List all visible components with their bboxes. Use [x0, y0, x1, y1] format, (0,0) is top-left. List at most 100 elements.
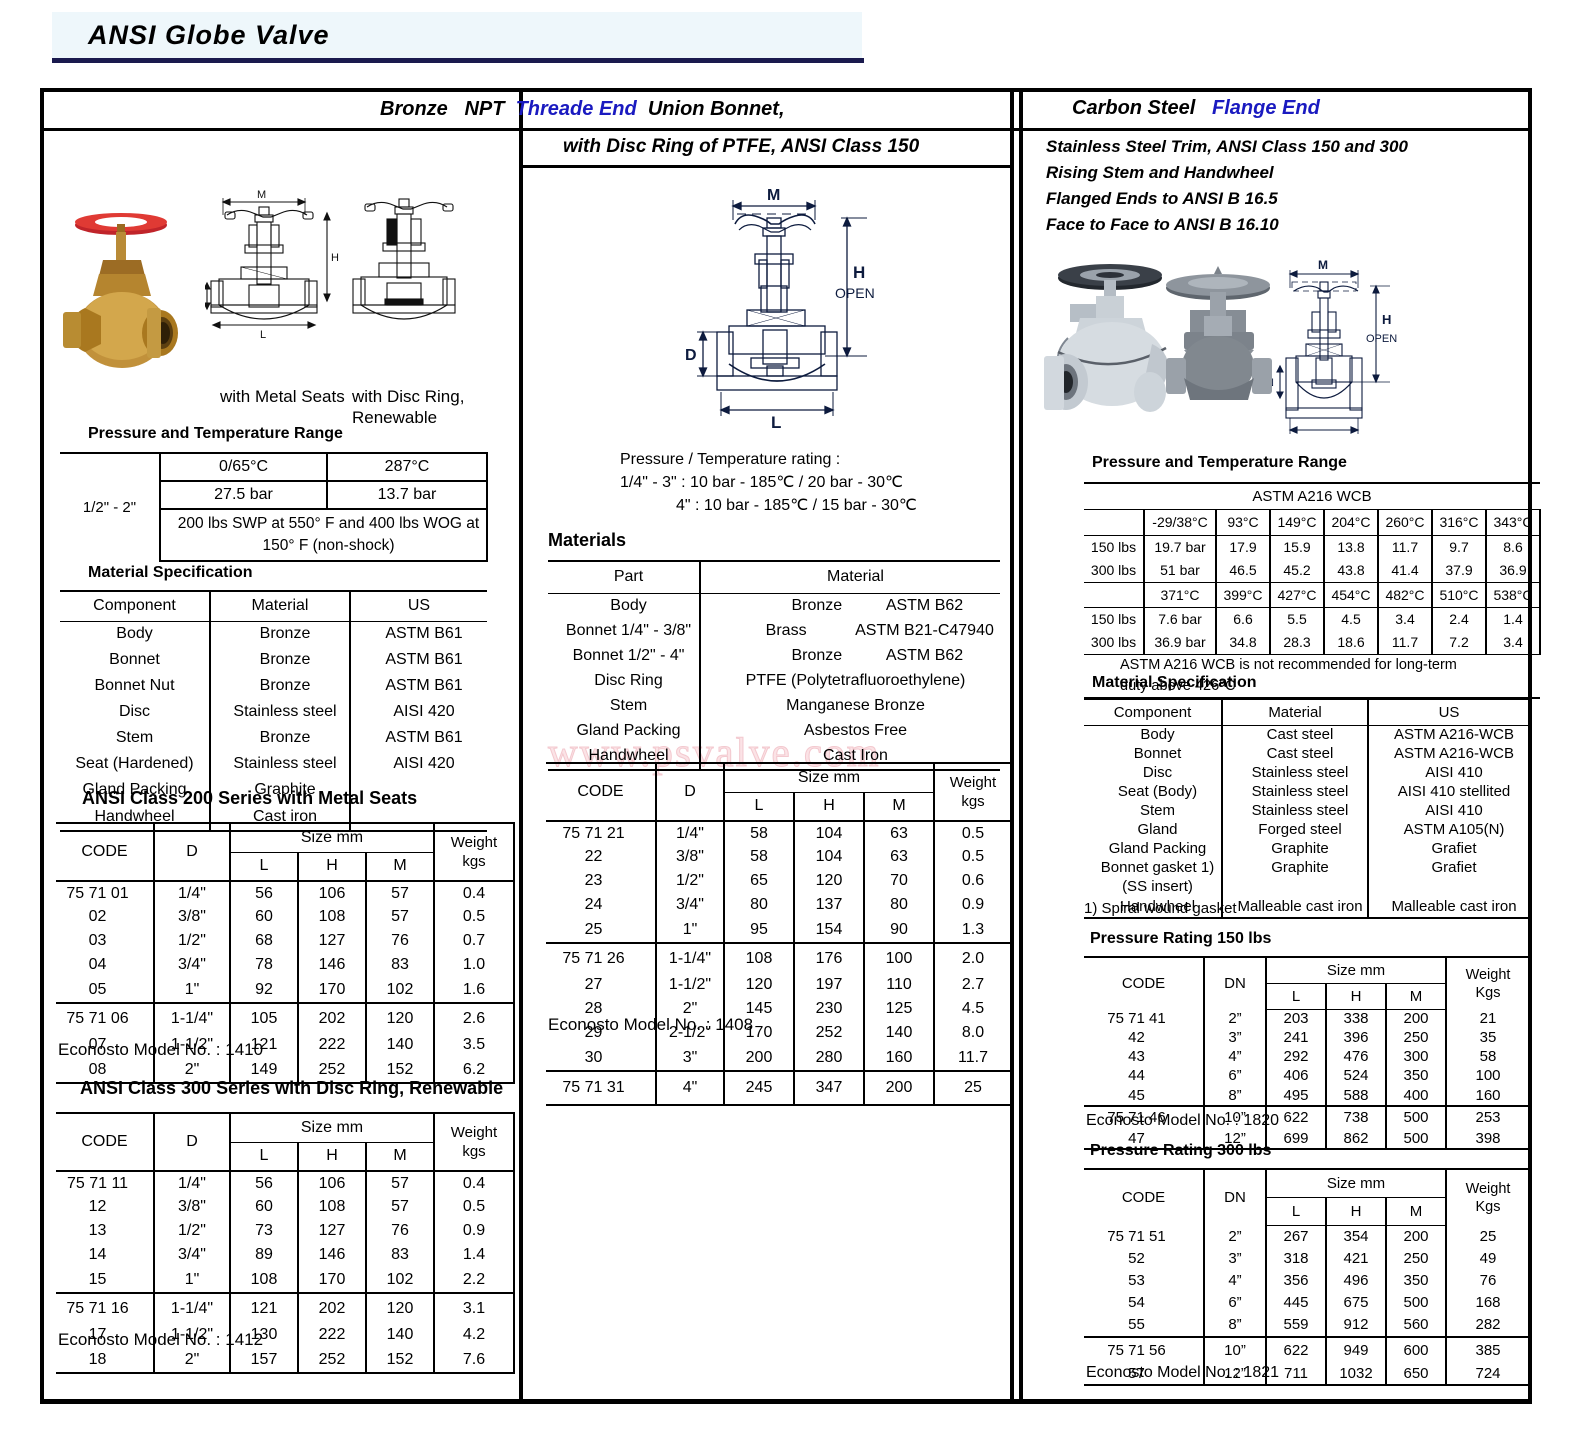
l-cell: 245: [723, 1070, 794, 1106]
right-material-spec-title: Material Specification: [1092, 674, 1257, 691]
ms-cell: ASTM A105(N): [1367, 820, 1531, 839]
weight-cell: 385: [1445, 1336, 1531, 1362]
m-cell: 57: [365, 1170, 434, 1195]
h-cell: 252: [297, 1347, 366, 1374]
pt-corner-cell: [1084, 509, 1144, 536]
carbon-steel-valve-photos: [1040, 252, 1370, 437]
d-cell: 2": [153, 1347, 230, 1374]
weight-cell: 0.6: [933, 869, 1013, 893]
class-300-title: ANSI Class 300 Series with Disc Ring, Re…: [80, 1078, 504, 1098]
l-cell: 699: [1265, 1128, 1326, 1150]
ms-cell: Body: [116, 625, 153, 643]
disc-ring-line2: Renewable: [352, 408, 438, 427]
m-cell: 500: [1385, 1105, 1446, 1128]
pt-value: 4.5: [1323, 607, 1378, 630]
dim-header-m: M: [863, 792, 934, 822]
h-cell: 106: [297, 1170, 366, 1195]
pt-value: 34.8: [1215, 630, 1270, 655]
size-range-cell: 1/2" - 2": [60, 452, 160, 561]
weight-cell: 1.0: [433, 953, 515, 977]
d-cell: 2-1/2": [655, 1021, 724, 1045]
weight-cell: 25: [933, 1070, 1013, 1106]
dim-header-h: H: [1325, 983, 1386, 1010]
dim-header-code: CODE: [56, 822, 154, 881]
l-cell: 157: [229, 1347, 298, 1374]
ms-cell: [1221, 877, 1368, 896]
m-cell: 140: [365, 1323, 434, 1347]
pt-value: 6.6: [1215, 607, 1270, 630]
weight-line2: kgs: [961, 793, 985, 810]
h-cell: 154: [793, 917, 864, 943]
ms-cell: Bonnet gasket 1): [1100, 859, 1215, 876]
mat-material-std: ASTM B62: [885, 646, 964, 664]
code-cell: 07: [88, 1036, 107, 1053]
code-cell: 75 71 21: [546, 820, 656, 845]
l-cell: 65: [723, 869, 794, 893]
h-cell: 120: [793, 869, 864, 893]
weight-line1: Weight: [450, 834, 498, 851]
middle-materials-table: Part Material Body Bronze ASTM B62 Bonnet …: [548, 560, 1000, 771]
svg-text:OPEN: OPEN: [835, 285, 875, 301]
mat-material-cell: Bronze ASTM B62: [699, 593, 1000, 618]
weight-cell: 0.5: [933, 845, 1013, 869]
m-cell: 120: [365, 1292, 434, 1323]
d-cell: 3/8": [153, 905, 230, 929]
middle-subtitle-rule: [519, 165, 1014, 168]
bronze-label: Bronze: [380, 98, 448, 120]
pt-rating-line2: 1/4" - 3" : 10 bar - 185℃ / 20 bar - 30℃: [620, 474, 903, 491]
pt-value: 7.6 bar: [1143, 607, 1216, 630]
m-cell: 63: [863, 845, 934, 869]
ms-cell: Bronze: [209, 673, 350, 699]
pt-temp-header: 371°C: [1143, 582, 1216, 608]
h-cell: 396: [1325, 1028, 1386, 1047]
d-cell: 1/2": [153, 1219, 230, 1243]
dim-header-code: CODE: [56, 1112, 154, 1171]
pressure-rating-150-table: CODE DN Size mm Weight Kgs L H M 75 71 4…: [1084, 956, 1531, 1150]
weight-cell: 21: [1445, 1009, 1531, 1028]
ms-cell: Bonnet: [109, 651, 160, 668]
ms-cell: Stem: [1139, 802, 1175, 819]
flange-end-label: Flange End: [1212, 97, 1320, 119]
l-cell: 711: [1265, 1362, 1326, 1386]
l-cell: 60: [229, 1195, 298, 1219]
h-cell: 104: [793, 820, 864, 845]
content-frame: [40, 88, 1532, 1404]
l-cell: 622: [1265, 1336, 1326, 1362]
h-cell: 170: [297, 977, 366, 1003]
ms-cell: Gland Packing: [1108, 840, 1207, 857]
dim-header-m: M: [365, 852, 434, 882]
dim-header-weight: Weight kgs: [433, 822, 515, 881]
d-cell: 4": [655, 1070, 724, 1106]
pt-temp-header: 149°C: [1269, 509, 1324, 536]
ms-cell: Disc: [118, 703, 151, 720]
middle-dimension-table: CODE D Size mm Weight kgs L H M 75 71 21…: [546, 762, 1013, 1106]
pt-value: 3.4: [1485, 630, 1541, 655]
bronze-header: Bronze NPT Threade End Union Bonnet,: [380, 98, 785, 121]
l-cell: 60: [229, 905, 298, 929]
ms-cell: Bonnet Nut: [94, 677, 175, 694]
ms-col-header: Component: [60, 590, 210, 622]
class-300-model-number: Econosto Model No. : 1412: [58, 1330, 264, 1349]
drawing-caption-metal-seats: with Metal Seats: [220, 387, 345, 406]
pt-note-cell: 200 lbs SWP at 550° F and 400 lbs WOG at…: [159, 509, 488, 562]
ms-cell: Stainless steel: [209, 751, 350, 777]
pt-value: 45.2: [1269, 558, 1324, 583]
dim-header-l: L: [229, 1142, 298, 1172]
dim-header-size: Size mm: [1265, 1168, 1446, 1198]
mat-material-name: Brass: [765, 621, 807, 639]
pt-value: 5.5: [1269, 607, 1324, 630]
ms-cell: ASTM B61: [349, 673, 487, 699]
pt-temp-header: 482°C: [1377, 582, 1432, 608]
m-cell: 140: [863, 1021, 934, 1045]
pt-value: 19.7 bar: [1143, 535, 1216, 558]
ms-cell: Graphite: [209, 777, 350, 803]
npt-label: NPT: [464, 98, 505, 120]
pt-value: 36.9 bar: [1143, 630, 1216, 655]
middle-subtitle: with Disc Ring of PTFE, ANSI Class 150: [563, 136, 920, 157]
weight-cell: 1.3: [933, 917, 1013, 943]
dim-header-code: CODE: [1084, 956, 1204, 1009]
ms-cell: Bronze: [209, 621, 350, 647]
weight-cell: 0.4: [433, 1170, 515, 1195]
ms-cell: AISI 410: [1367, 801, 1531, 820]
ms-col-header: Material: [1221, 698, 1368, 726]
